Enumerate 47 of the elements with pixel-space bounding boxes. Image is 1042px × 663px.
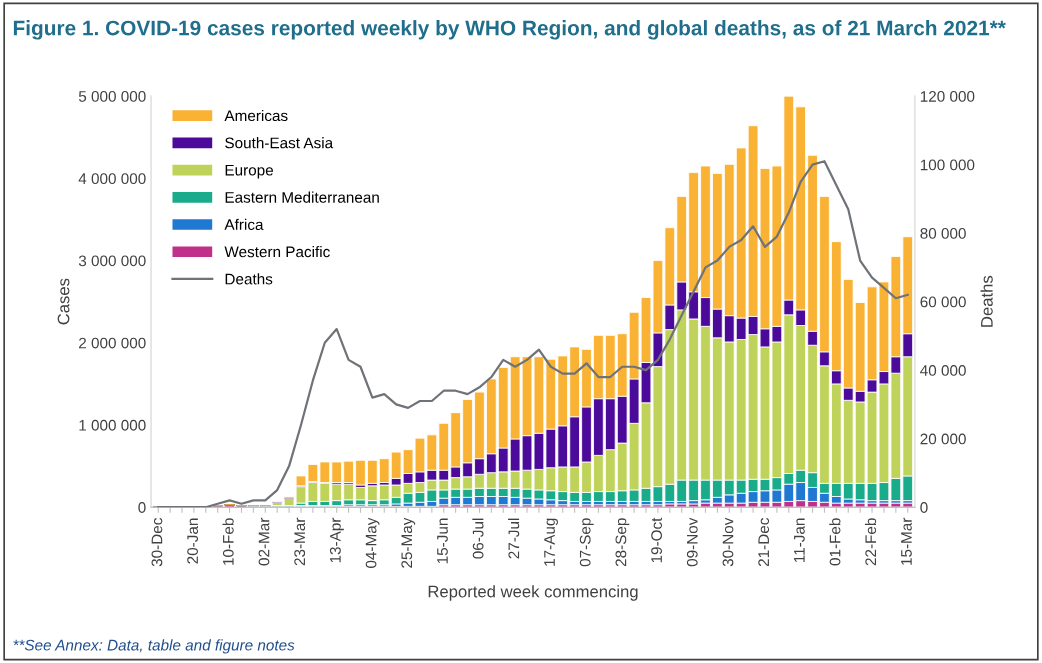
x-tick-label: 02-Mar <box>258 517 270 566</box>
y2-tick-label: 20 000 <box>920 433 966 445</box>
x-tick-label: 04-May <box>365 517 380 568</box>
y2-tick-label: 0 <box>920 502 928 513</box>
y-tick-label: 0 <box>138 502 146 513</box>
legend-label: South-East Asia <box>225 137 334 149</box>
x-tick-label: 21-Dec <box>758 518 770 567</box>
x-tick-label: 15-Jun <box>437 518 448 564</box>
x-tick-label: 30-Nov <box>722 517 734 567</box>
y-tick-label: 3 000 000 <box>78 255 146 267</box>
x-tick-label: 06-Jul <box>472 518 484 559</box>
legend-label: Europe <box>225 164 274 179</box>
x-tick-label: 11-Jan <box>794 518 805 563</box>
x-tick-label: 15-Mar <box>901 517 912 565</box>
x-tick-label: 28-Sep <box>615 518 630 567</box>
x-tick-label: 25-May <box>401 517 416 568</box>
y-tick-label: 1 000 000 <box>79 419 146 431</box>
legend-label: Americas <box>224 109 288 122</box>
legend-label: Africa <box>224 218 264 231</box>
x-tick-label: 01-Feb <box>829 518 841 566</box>
x-tick-label: 20-Jan <box>187 518 199 564</box>
y2-tick-label: 120 000 <box>920 91 975 102</box>
x-tick-label: 10-Feb <box>222 518 234 565</box>
y-axis-title: Cases <box>57 278 70 325</box>
y2-axis-title: Deaths <box>980 275 993 327</box>
y2-tick-label: 80 000 <box>920 228 966 239</box>
x-tick-label: 22-Feb <box>864 518 877 566</box>
x-axis-title: Reported week commencing <box>428 585 638 601</box>
x-tick-label: 27-Jul <box>508 518 520 559</box>
x-tick-label: 07-Sep <box>579 518 594 567</box>
x-tick-label: 13-Apr <box>329 517 344 563</box>
y2-tick-label: 40 000 <box>920 365 966 376</box>
y-tick-label: 5 000 000 <box>78 91 146 102</box>
chart-title: Figure 1. COVID-19 cases reported weekly by WHO Region, and global deaths, as of 21 March 2021** <box>13 20 1006 40</box>
x-tick-label: 19-Oct <box>651 517 662 563</box>
x-tick-label: 09-Nov <box>686 517 698 567</box>
x-tick-label: 30-Dec <box>151 518 163 567</box>
x-tick-label: 23-Mar <box>294 517 306 566</box>
y-tick-label: 2 000 000 <box>79 337 146 349</box>
y-tick-label: 4 000 000 <box>78 173 146 185</box>
legend-label: Western Pacific <box>224 246 330 258</box>
y2-tick-label: 60 000 <box>920 296 966 308</box>
legend-label: Eastern Mediterranean <box>225 191 379 203</box>
y2-tick-label: 100 000 <box>920 159 975 171</box>
x-tick-label: 17-Aug <box>544 518 558 566</box>
text: **See Annex: Data, table and figure notes <box>13 639 295 654</box>
legend-label: Deaths <box>225 273 273 285</box>
